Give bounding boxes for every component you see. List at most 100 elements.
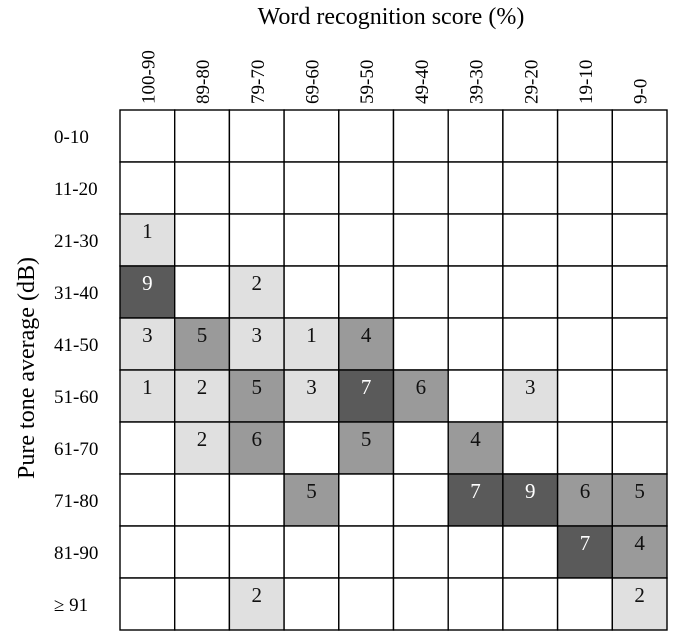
- heatmap-cell: [392, 213, 449, 267]
- heatmap-cell: [556, 161, 613, 215]
- heatmap-cell: [283, 473, 340, 527]
- heatmap-cell: [173, 161, 231, 215]
- heatmap-cell: [228, 213, 285, 267]
- cell-value-label: 2: [634, 583, 645, 607]
- heatmap-cell: [228, 473, 285, 527]
- chart-title: Word recognition score (%): [258, 4, 525, 30]
- x-tick-label: 100-90: [138, 50, 159, 104]
- heatmap-cell: [447, 473, 504, 527]
- cell-value-label: 1: [142, 375, 153, 399]
- x-tick-label: 79-70: [248, 60, 269, 104]
- cell-value-label: 3: [252, 323, 263, 347]
- heatmap-cell: [119, 109, 176, 163]
- cell-value-label: 4: [470, 427, 481, 451]
- cell-value-label: 6: [580, 479, 591, 503]
- heatmap-cell: [502, 161, 559, 215]
- cell-value-label: 2: [252, 271, 263, 295]
- y-tick-label: 51-60: [54, 387, 98, 408]
- y-tick-label: 81-90: [54, 543, 98, 564]
- heatmap-cell: [173, 109, 231, 163]
- heatmap-cell: [228, 525, 285, 579]
- heatmap-cell: [502, 213, 559, 267]
- heatmap-cell: [228, 421, 285, 475]
- y-tick-label: 71-80: [54, 491, 98, 512]
- heatmap-cell: [283, 369, 340, 423]
- x-tick-label: 69-60: [302, 60, 323, 104]
- heatmap-cell: [173, 577, 231, 631]
- cell-value-label: 3: [142, 323, 153, 347]
- heatmap-cell: [173, 421, 231, 475]
- heatmap-cell: [119, 421, 176, 475]
- heatmap-cell: [447, 213, 504, 267]
- heatmap-cell: [611, 317, 668, 371]
- heatmap-cell: [556, 109, 613, 163]
- x-tick-label: 19-10: [576, 60, 597, 104]
- cell-value-label: 7: [470, 479, 481, 503]
- heatmap-cell: [611, 421, 668, 475]
- heatmap-cell: [338, 317, 395, 371]
- heatmap-cell: [556, 473, 613, 527]
- x-tick-label: 59-50: [357, 60, 378, 104]
- heatmap-cell: [447, 265, 504, 319]
- heatmap-cell: [447, 421, 504, 475]
- heatmap-cell: [338, 577, 395, 631]
- heatmap-cell: [611, 213, 668, 267]
- heatmap-cell: [338, 525, 395, 579]
- heatmap-cell: [502, 109, 559, 163]
- heatmap-cell: [611, 525, 668, 579]
- heatmap-cell: [228, 317, 285, 371]
- heatmap-cell: [228, 161, 285, 215]
- heatmap-cell: [119, 265, 176, 319]
- heatmap-cell: [119, 213, 176, 267]
- cell-value-label: 5: [634, 479, 645, 503]
- heatmap-cell: [502, 421, 559, 475]
- heatmap-cell: [283, 421, 340, 475]
- heatmap-cells: 1 9 2 3 5 3 1 4 1 2 5 3 7 6 3 2 6 5 4 5 7 9 6 5 7 4 2 2: [119, 109, 668, 631]
- cell-value-label: 1: [306, 323, 317, 347]
- heatmap-cell: [173, 265, 231, 319]
- heatmap-cell: [392, 317, 449, 371]
- x-tick-label: 49-40: [412, 60, 433, 104]
- heatmap-cell: [392, 265, 449, 319]
- heatmap-cell: [392, 109, 449, 163]
- heatmap-cell: [611, 577, 668, 631]
- cell-value-label: 5: [361, 427, 372, 451]
- heatmap-cell: [392, 473, 449, 527]
- x-tick-label: 39-30: [467, 60, 488, 104]
- cell-value-label: 6: [416, 375, 427, 399]
- heatmap-cell: [338, 109, 395, 163]
- heatmap-cell: [283, 109, 340, 163]
- heatmap-cell: [502, 265, 559, 319]
- heatmap-cell: [556, 265, 613, 319]
- cell-value-label: 3: [525, 375, 536, 399]
- heatmap-cell: [611, 473, 668, 527]
- heatmap-cell: [173, 525, 231, 579]
- y-tick-label: ≥ 91: [54, 595, 88, 616]
- heatmap-cell: [556, 577, 613, 631]
- heatmap-cell: [392, 577, 449, 631]
- y-tick-label: 21-30: [54, 231, 98, 252]
- heatmap-cell: [556, 369, 613, 423]
- cell-value-label: 2: [252, 583, 263, 607]
- heatmap-cell: [447, 577, 504, 631]
- heatmap-cell: [447, 109, 504, 163]
- heatmap-cell: [611, 265, 668, 319]
- cell-value-label: 5: [306, 479, 317, 503]
- heatmap-cell: [338, 421, 395, 475]
- y-tick-label: 41-50: [54, 335, 98, 356]
- x-tick-labels: 100-90 89-80 79-70 69-60 59-50 49-40 39-30 29-2…: [138, 50, 651, 104]
- heatmap-cell: [392, 369, 449, 423]
- heatmap-cell: [447, 525, 504, 579]
- x-tick-label: 9-0: [631, 79, 652, 104]
- heatmap-cell: [611, 369, 668, 423]
- heatmap-cell: [502, 317, 559, 371]
- heatmap-cell: [447, 161, 504, 215]
- cell-value-label: 7: [580, 531, 591, 555]
- heatmap-cell: [338, 473, 395, 527]
- cell-value-label: 6: [252, 427, 263, 451]
- y-tick-label: 11-20: [54, 179, 98, 200]
- heatmap-cell: [119, 525, 176, 579]
- heatmap-cell: [392, 421, 449, 475]
- y-tick-labels: 0-10 11-20 21-30 31-40 41-50 51-60 61-70 71-80 8…: [54, 127, 98, 616]
- heatmap-cell: [392, 525, 449, 579]
